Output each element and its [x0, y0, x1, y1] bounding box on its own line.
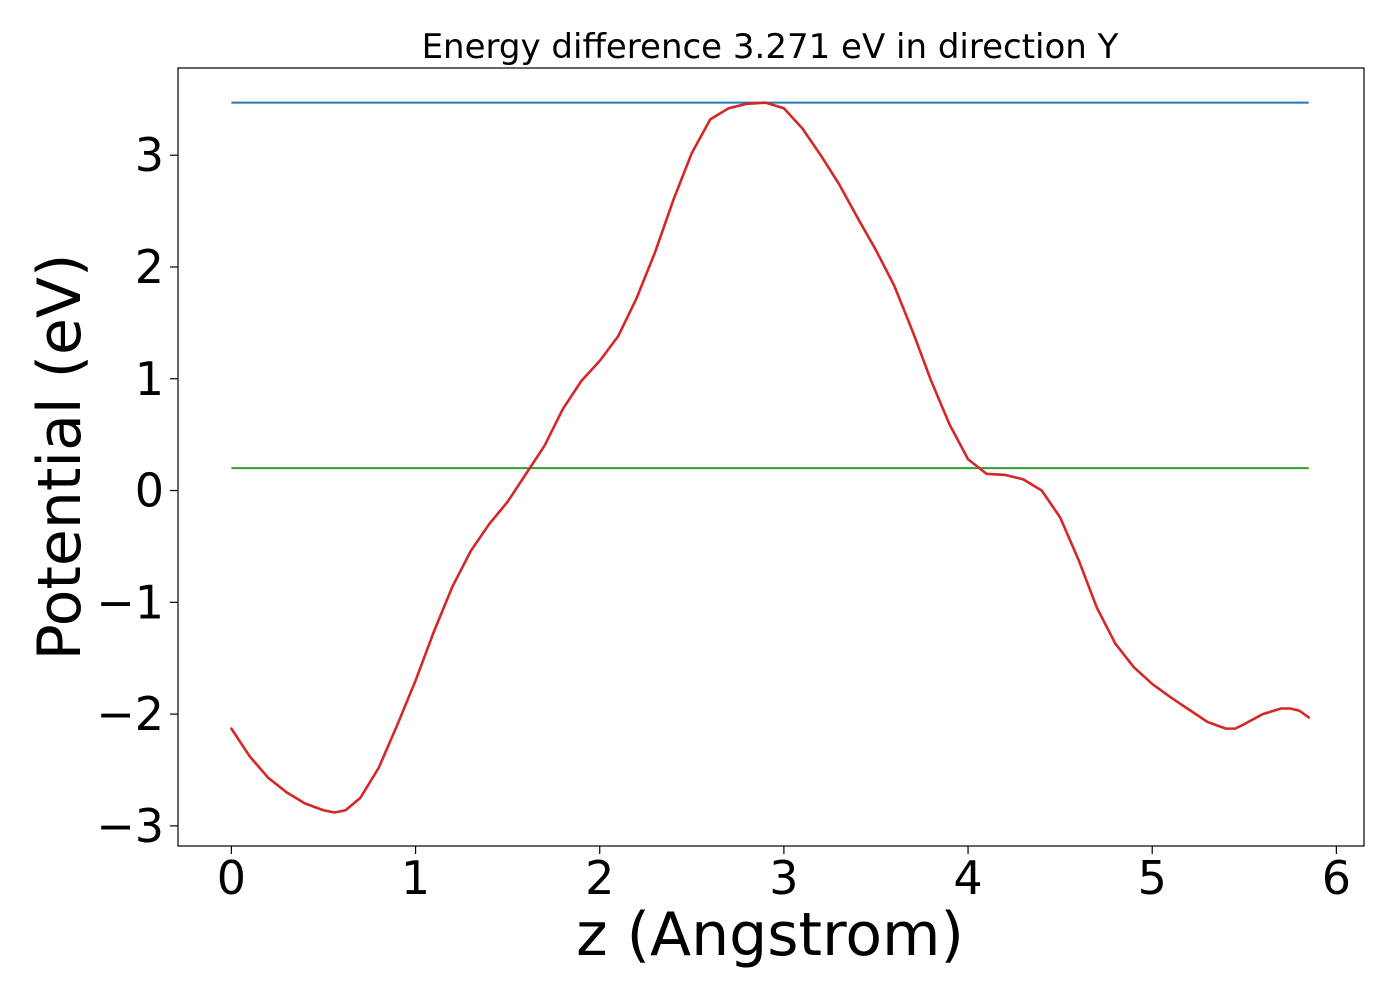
x-tick-label: 5	[1138, 851, 1167, 905]
x-axis-label: z (Angstrom)	[576, 900, 964, 970]
reference-lines	[231, 101, 1309, 470]
x-axis-ticks: 0 1 2 3 4 5 6	[217, 846, 1351, 905]
chart-title: Energy difference 3.271 eV in direction …	[422, 27, 1119, 67]
y-tick-label: 1	[135, 352, 164, 406]
y-tick-label: 0	[135, 464, 164, 518]
plot-frame	[177, 67, 1365, 847]
data-series	[230, 101, 1311, 814]
y-tick-label: 2	[135, 240, 164, 294]
x-tick-label: 1	[401, 851, 430, 905]
y-tick-label: −1	[96, 575, 164, 629]
y-axis-label: Potential (eV)	[25, 254, 95, 661]
y-axis-ticks: −3 −2 −1 0 1 2 3	[96, 128, 178, 853]
y-tick-label: 3	[135, 128, 164, 182]
x-tick-label: 3	[769, 851, 798, 905]
potential-line-1	[230, 101, 1311, 814]
x-tick-label: 4	[953, 851, 982, 905]
plot-area	[178, 68, 1364, 846]
x-tick-label: 2	[585, 851, 614, 905]
y-tick-label: −2	[96, 687, 164, 741]
x-tick-label: 6	[1322, 851, 1351, 905]
x-tick-label: 0	[217, 851, 246, 905]
y-tick-label: −3	[96, 799, 164, 853]
